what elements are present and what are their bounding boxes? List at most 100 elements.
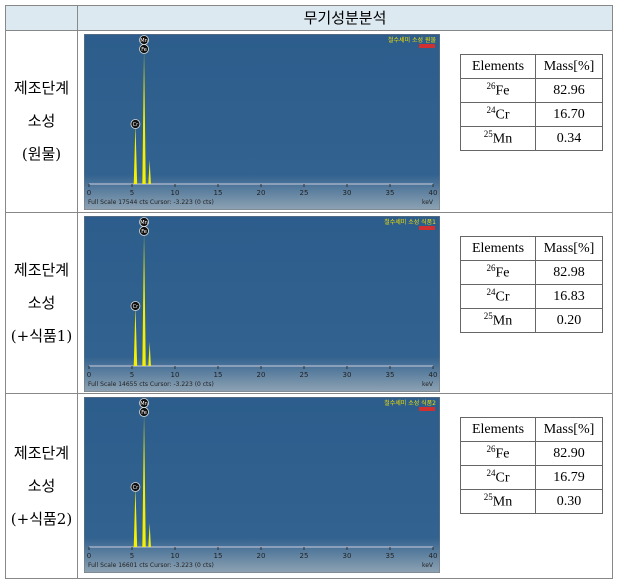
peak	[148, 342, 151, 366]
mass-number: 26	[486, 81, 496, 92]
red-note	[419, 226, 435, 230]
element-symbol: Mn	[492, 131, 513, 147]
footer-text: Full Scale 16601 cts Cursor: -3.223 (0 c…	[88, 562, 214, 569]
content-cell	[77, 393, 613, 579]
unit-label: keV	[422, 381, 434, 388]
stage-text: (+식품2)	[10, 509, 73, 528]
element-cell: 26Fe	[460, 441, 536, 466]
element-symbol: Mn	[492, 313, 513, 329]
peak	[142, 232, 146, 366]
stage-cell: 제조단계 소성 (원물)	[5, 30, 78, 213]
mass-number: 24	[486, 468, 496, 479]
peak	[133, 306, 138, 366]
element-cell: 25Mn	[460, 489, 536, 514]
mass-header: Mass[%]	[535, 417, 603, 442]
mass-number: 25	[483, 311, 493, 322]
mass-header: Elements	[460, 236, 536, 261]
unit-label: keV	[422, 562, 434, 569]
x-tick-label: 10	[171, 189, 180, 197]
x-tick-label: 0	[87, 371, 91, 379]
stage-text: 소성	[27, 476, 56, 495]
peak-label: Fe	[141, 229, 147, 235]
x-tick-label: 40	[429, 189, 438, 197]
element-symbol: Cr	[495, 289, 510, 305]
x-tick-label: 30	[343, 371, 352, 379]
mass-table: Elements Mass[%] 26Fe 82.96 24Cr 16.70 25Mn 0.3…	[460, 54, 603, 151]
peak-marker	[130, 119, 141, 129]
mass-row: 24Cr 16.79	[460, 465, 603, 490]
peak	[148, 523, 151, 547]
mass-number: 24	[486, 105, 496, 116]
peak	[142, 50, 146, 184]
mass-header-row: Elements Mass[%]	[460, 236, 603, 261]
mass-row: 25Mn 0.34	[460, 126, 603, 151]
x-tick-label: 35	[386, 371, 395, 379]
element-symbol: Fe	[495, 265, 510, 281]
peak-label: Cr	[133, 485, 139, 491]
mass-value: 16.83	[535, 284, 603, 309]
stage-text: 제조단계	[13, 79, 70, 97]
element-symbol: Mn	[492, 494, 513, 510]
peak	[148, 160, 151, 184]
x-tick-label: 10	[171, 371, 180, 379]
mass-header: Mass[%]	[535, 54, 603, 79]
mass-value: 82.96	[535, 78, 603, 103]
mass-header-row: Elements Mass[%]	[460, 54, 603, 79]
x-tick-label: 0	[87, 189, 91, 197]
stage-text: 제조단계	[13, 260, 70, 279]
mass-value: 0.34	[535, 126, 603, 151]
mass-table: Elements Mass[%] 26Fe 82.90 24Cr 16.79 25Mn 0.3…	[460, 417, 603, 514]
sample-label: 철수세미 소성 식품1	[384, 218, 436, 226]
red-note	[419, 407, 435, 411]
spectrum: 0 5 10 15 20 25 30 35 40 keV Full Scale 17544 cts …	[84, 34, 440, 210]
x-tick-label: 5	[130, 189, 134, 197]
stage-text: (+식품1)	[10, 326, 73, 345]
mass-header: Elements	[460, 417, 536, 442]
x-tick-label: 30	[343, 189, 352, 197]
x-tick-label: 40	[429, 552, 438, 560]
peak-label: Cr	[133, 122, 139, 128]
element-symbol: Fe	[495, 446, 510, 462]
element-cell: 24Cr	[460, 102, 536, 127]
element-cell: 26Fe	[460, 78, 536, 103]
peak	[133, 487, 138, 547]
x-tick-label: 15	[214, 189, 223, 197]
mass-row: 26Fe 82.96	[460, 78, 603, 103]
peak-label: Mn	[140, 220, 147, 226]
mass-number: 25	[483, 129, 493, 140]
x-tick-label: 20	[257, 189, 266, 197]
element-cell: 24Cr	[460, 284, 536, 309]
sample-label: 철수세미 소성 식품2	[384, 399, 436, 407]
mass-value: 16.70	[535, 102, 603, 127]
x-tick-label: 30	[343, 552, 352, 560]
header-blank	[5, 5, 78, 31]
peak-label: Mn	[140, 401, 147, 407]
mass-header: Mass[%]	[535, 236, 603, 261]
stage-text: 소성	[27, 293, 56, 312]
peak	[133, 124, 138, 184]
peak-label: Fe	[141, 410, 147, 416]
mass-row: 25Mn 0.30	[460, 489, 603, 514]
mass-value: 16.79	[535, 465, 603, 490]
stage-text: (원물)	[21, 145, 62, 163]
footer-text: Full Scale 17544 cts Cursor: -3.223 (0 c…	[88, 199, 214, 206]
mass-header-row: Elements Mass[%]	[460, 417, 603, 442]
x-tick-label: 25	[300, 189, 309, 197]
mass-row: 25Mn 0.20	[460, 308, 603, 333]
element-cell: 24Cr	[460, 465, 536, 490]
peak-label: Cr	[133, 304, 139, 310]
stage-text: 제조단계	[13, 443, 70, 462]
peak-label: Fe	[141, 47, 147, 53]
x-tick-label: 25	[300, 371, 309, 379]
red-note	[419, 44, 435, 48]
mass-value: 0.30	[535, 489, 603, 514]
mass-table: Elements Mass[%] 26Fe 82.98 24Cr 16.83 25Mn 0.2…	[460, 236, 603, 333]
mass-value: 82.98	[535, 260, 603, 285]
x-tick-label: 5	[130, 371, 134, 379]
mass-number: 26	[486, 444, 496, 455]
x-tick-label: 20	[257, 552, 266, 560]
mass-row: 26Fe 82.98	[460, 260, 603, 285]
x-tick-label: 25	[300, 552, 309, 560]
